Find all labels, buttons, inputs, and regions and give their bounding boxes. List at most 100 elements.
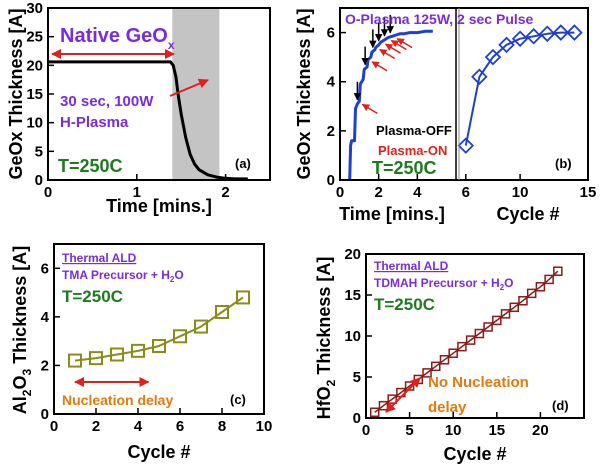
x-tick-label: 8 [218,418,226,435]
data-point [194,319,208,334]
data-point [509,302,519,313]
x-axis-label-time: Time [mins.] [339,204,445,224]
x-axis-label-cycle: Cycle # [496,204,559,224]
y-tick-label: 10 [26,115,43,132]
temperature-label: T=250C [374,295,435,314]
data-point [511,30,529,47]
temperature-label: T=250C [372,158,437,178]
data-point [422,368,432,378]
data-point [152,339,166,353]
left-y-tick-label: 0 [327,172,335,189]
data-point [483,322,493,332]
y-tick-label: 2 [41,357,49,374]
data-point [68,353,82,368]
x-axis-label: Cycle # [127,442,190,462]
y-tick-label: 0 [35,172,43,189]
data-point [215,305,229,319]
data-point [535,282,546,292]
precursor-label: TMA Precursor + H2O [62,268,184,284]
data-point [431,361,441,372]
data-point [448,348,458,358]
data-point [484,48,502,66]
plasma-shaded-region [172,8,220,180]
right-x-tick-label: 6 [462,184,470,201]
y-tick-label: 6 [41,260,49,277]
x-tick-label: 1 [133,184,141,201]
chart-title: O-Plasma 125W, 2 sec Pulse [345,11,534,27]
y-tick-label: 20 [26,57,43,74]
x-tick-label: 2 [221,184,229,201]
no-nucleation-arrow [385,377,421,413]
panel-label: (d) [552,398,569,413]
data-point [89,351,103,366]
y-axis-label: GeOx Thickness [A] [6,8,26,179]
data-point [544,274,554,285]
plasma-on-arrow [379,48,396,60]
plasma-off-label: Plasma-OFF [376,123,452,138]
y-tick-label: 15 [26,86,43,103]
data-point [492,315,502,326]
data-point [526,288,537,299]
data-point [465,335,476,345]
temperature-label: T=250C [58,156,123,176]
x-tick-label: 20 [532,422,549,439]
plasma-arrow [169,78,209,97]
y-tick-label: 0 [41,406,49,423]
x-tick-label: 0 [362,422,370,439]
left-x-tick-label: 0 [336,184,344,201]
panel-label: (c) [230,392,246,407]
left-x-tick-label: 4 [413,184,422,201]
y-tick-label: 5 [35,143,43,160]
data-point [173,329,187,344]
no-nucleation-label-line2: delay [428,399,467,416]
plot-frame [339,7,589,181]
plasma-on-arrow [396,37,413,49]
nucleation-delay-label: Nucleation delay [62,392,173,408]
data-point [110,347,124,362]
y-axis-label: GeOx Thickness [A] [294,8,314,179]
plasma-on-label: Plasma-ON [378,143,447,158]
x-tick-label: 10 [445,422,462,439]
temperature-label: T=250C [62,287,123,306]
panel-label: (a) [235,156,251,171]
y-tick-label: 25 [26,29,43,46]
data-point [552,24,570,41]
x-tick-label: 15 [488,422,505,439]
y-tick-label: 5 [353,369,361,386]
x-tick-label: 2 [92,418,100,435]
y-tick-label: 15 [344,287,361,304]
data-point [525,27,542,45]
precursor-label: TDMAH Precursor + H2O [374,276,514,292]
thickness-trace [348,29,433,181]
data-point [500,309,511,319]
data-point [369,407,380,418]
y-axis-label: Al2O3 Thickness [A] [10,246,34,414]
x-tick-label: 0 [50,418,58,435]
data-point [474,328,485,339]
plot-frame [53,243,265,415]
x-tick-label: 10 [256,418,273,435]
panel-label: (b) [555,156,572,171]
y-tick-label: 4 [41,309,50,326]
left-y-tick-label: 2 [327,123,335,140]
data-point [471,68,488,86]
y-axis-label: HfO2 Thickness [A] [314,257,338,420]
x-tick-label: 4 [134,418,143,435]
y-tick-label: 0 [353,410,361,427]
x-tick-label: 5 [405,422,413,439]
method-label: Thermal ALD [374,259,449,273]
plasma-on-arrow [371,61,388,72]
data-point [439,355,450,365]
y-tick-label: 10 [344,328,361,345]
panel-b: 0 2 4 0 2 4 6 6 10 15 GeOx Thickness [A] Time [mi… [294,7,597,224]
y-tick-label: 30 [26,0,43,17]
x-tick-label: 0 [44,184,52,201]
right-x-tick-label: 15 [580,184,597,201]
plasma-on-arrow [361,103,378,115]
plasma-condition-line2: H-Plasma [60,114,129,131]
data-point [131,343,145,358]
data-point [236,290,250,305]
